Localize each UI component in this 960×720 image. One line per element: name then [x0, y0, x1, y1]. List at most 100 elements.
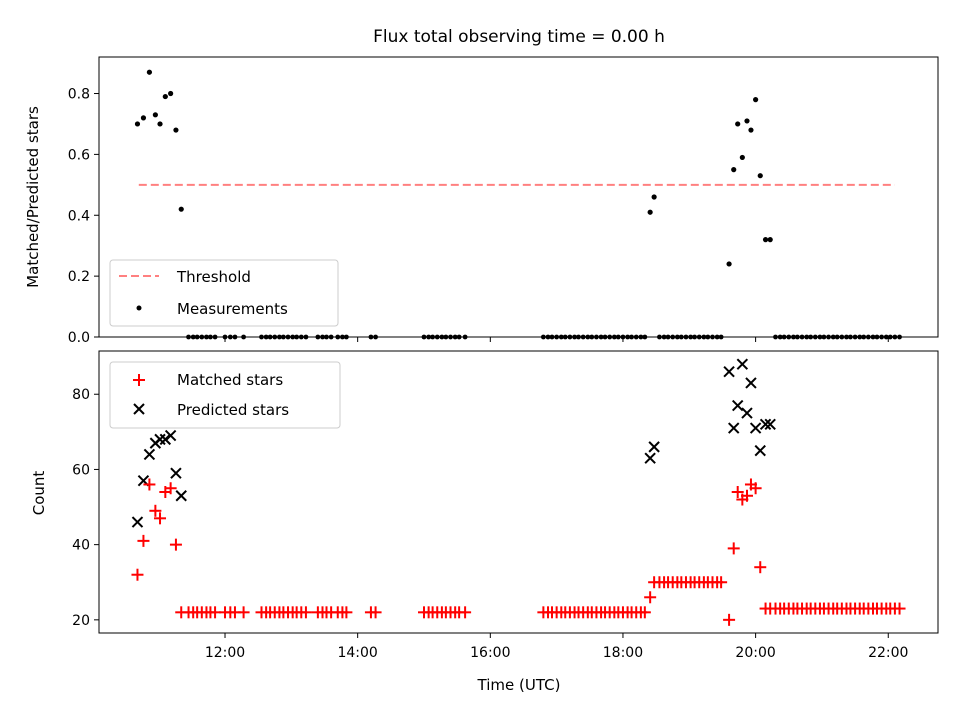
measurement-point — [651, 194, 657, 200]
count-x-tick-label: 20:00 — [735, 645, 775, 661]
measurement-point — [830, 334, 836, 340]
matched-point — [459, 606, 472, 619]
measurement-point — [826, 334, 831, 340]
matched-point — [723, 613, 736, 626]
count-y-label: Count — [30, 471, 48, 516]
measurement-point — [821, 334, 827, 340]
measurement-point — [373, 334, 378, 340]
legend-predicted-marker — [133, 403, 145, 415]
measurement-point — [607, 334, 613, 340]
measurement-point — [267, 334, 273, 340]
measurement-point — [857, 334, 863, 340]
measurement-point — [204, 334, 209, 340]
measurement-point — [585, 334, 591, 340]
measurement-point — [620, 334, 626, 340]
measurement-point — [272, 334, 278, 340]
measurement-point — [748, 127, 754, 133]
count-x-tick-label: 12:00 — [205, 645, 245, 661]
measurement-point — [580, 334, 586, 340]
x-axis-label: Time (UTC) — [477, 676, 561, 694]
measurement-point — [303, 334, 309, 340]
predicted-point — [736, 358, 749, 370]
measurement-point — [208, 334, 213, 340]
measurement-point — [812, 334, 818, 340]
predicted-point — [131, 516, 144, 528]
ratio-legend: Threshold Measurements — [109, 259, 339, 327]
measurement-point — [285, 334, 291, 340]
matched-point — [137, 534, 150, 547]
legend-measurements-marker — [136, 305, 142, 311]
measurement-point — [277, 334, 282, 340]
measurement-point — [883, 334, 889, 340]
measurement-point — [879, 334, 885, 340]
chart-title: Flux total observing time = 0.00 h — [373, 27, 665, 47]
measurement-point — [594, 334, 599, 340]
measurement-point — [340, 334, 345, 340]
predicted-point — [648, 441, 660, 453]
predicted-point — [164, 429, 177, 442]
matched-point — [893, 602, 906, 615]
measurement-point — [212, 334, 218, 340]
matched-point — [749, 482, 762, 495]
measurement-point — [753, 97, 759, 103]
measurement-point — [545, 334, 551, 340]
measurement-point — [554, 334, 560, 340]
count-x-tick-label: 18:00 — [603, 645, 643, 661]
legend-threshold-label: Threshold — [176, 268, 251, 286]
measurement-point — [897, 334, 902, 340]
measurement-point — [852, 334, 858, 340]
measurement-point — [157, 121, 163, 127]
measurement-point — [762, 237, 769, 243]
matched-point — [638, 606, 651, 619]
measurement-point — [718, 334, 724, 340]
measurement-point — [834, 334, 840, 340]
measurement-point — [615, 334, 621, 340]
measurement-point — [134, 121, 141, 127]
predicted-point — [175, 490, 187, 502]
measurement-point — [152, 112, 158, 118]
ratio-y-tick-label: 0.4 — [68, 208, 90, 224]
measurement-point — [696, 334, 702, 340]
ratio-legend-box — [109, 259, 339, 327]
ratio-y-tick-label: 0.8 — [68, 87, 90, 103]
measurement-point — [280, 334, 286, 340]
measurement-point — [714, 334, 720, 340]
measurement-point — [602, 334, 608, 340]
measurement-point — [683, 334, 689, 340]
measurement-point — [368, 334, 374, 340]
matched-point — [715, 576, 728, 589]
measurement-point — [731, 167, 737, 173]
measurement-point — [773, 334, 778, 340]
matched-point — [727, 542, 740, 555]
legend-predicted-label: Predicted stars — [177, 401, 289, 419]
measurement-point — [678, 334, 684, 340]
measurement-point — [328, 334, 334, 340]
measurement-point — [739, 154, 745, 161]
count-x-tick-label: 22:00 — [868, 645, 908, 661]
measurement-point — [294, 334, 300, 340]
measurement-point — [817, 334, 823, 340]
measurement-point — [173, 127, 179, 133]
measurement-point — [874, 334, 880, 340]
measurement-point — [315, 334, 321, 340]
matched-point — [369, 606, 382, 619]
measurement-point — [657, 334, 662, 340]
count-x-tick-label: 14:00 — [337, 645, 377, 661]
measurement-point — [808, 334, 814, 340]
matched-point — [169, 538, 182, 551]
matched-point — [731, 486, 744, 498]
measurement-point — [710, 334, 715, 340]
measurement-point — [162, 93, 168, 100]
count-y-ticks: 20 40 60 80 — [72, 387, 99, 629]
measurement-point — [434, 334, 440, 340]
predicted-point — [154, 433, 166, 446]
measurement-point — [670, 334, 676, 340]
measurement-point — [633, 334, 639, 340]
matched-points — [131, 478, 906, 626]
count-panel-frame — [98, 350, 939, 634]
measurement-point — [777, 334, 783, 340]
measurement-point — [194, 334, 200, 340]
matched-point — [299, 606, 312, 619]
